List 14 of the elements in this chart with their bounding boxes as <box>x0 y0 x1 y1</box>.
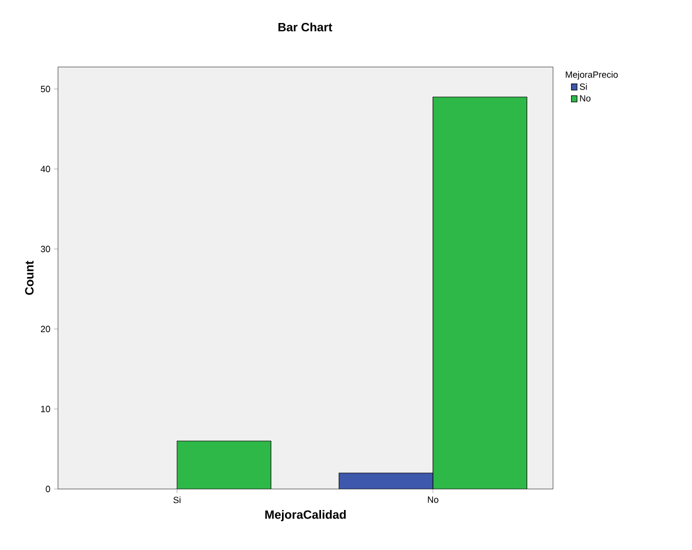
chart-title: Bar Chart <box>278 22 332 32</box>
y-tick-label: 50 <box>40 86 50 92</box>
y-tick-label: 30 <box>40 246 50 252</box>
y-tick-label: 20 <box>40 326 50 332</box>
y-tick-label: 40 <box>40 166 50 172</box>
y-axis-title: Count <box>25 260 34 295</box>
bar <box>432 96 528 489</box>
x-axis-title: MejoraCalidad <box>265 510 346 522</box>
legend-title: MejoraPrecio <box>566 71 618 80</box>
legend-label: Si <box>580 83 587 90</box>
legend-label: No <box>580 95 590 102</box>
y-tick-label: 0 <box>46 486 50 492</box>
y-tick-label: 10 <box>41 406 50 412</box>
bar <box>176 440 272 489</box>
